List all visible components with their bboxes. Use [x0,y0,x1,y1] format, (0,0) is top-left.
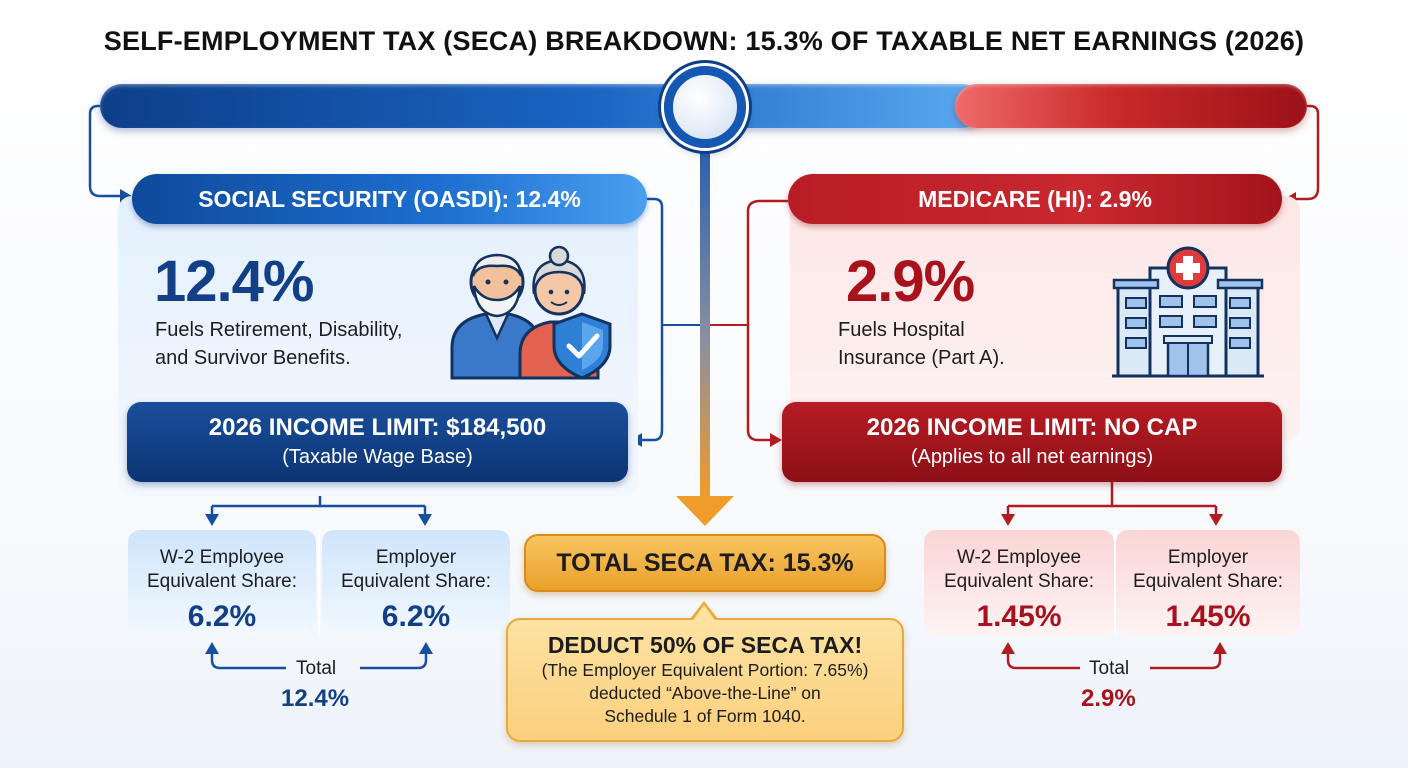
medicare-header: MEDICARE (HI): 2.9% [788,174,1282,224]
medicare-income-limit: 2026 INCOME LIMIT: NO CAP (Applies to al… [782,402,1282,482]
center-hub [664,66,746,148]
description-line: Insurance (Part A). [838,347,1005,369]
medicare-employee-share-card: W-2 Employee Equivalent Share: 1.45% [924,530,1114,636]
share-label: Employer Equivalent Share: [341,547,491,592]
arrow-head [1001,514,1015,526]
ss-employee-share-card: W-2 Employee Equivalent Share: 6.2% [128,530,316,636]
top-bar-red-segment [955,84,1307,128]
center-arrow-shaft [700,146,710,498]
arrow-head [1213,642,1227,654]
social-security-income-limit: 2026 INCOME LIMIT: $184,500 (Taxable Wag… [127,402,628,482]
ss-employer-share-card: Employer Equivalent Share: 6.2% [322,530,510,636]
share-value: 1.45% [976,600,1062,633]
medicare-total-value: 2.9% [1081,685,1136,712]
arrow-head [1209,514,1223,526]
ss-total-label: Total [296,658,337,679]
arrow-head [1001,642,1015,654]
divider [318,530,320,636]
income-limit-title: 2026 INCOME LIMIT: NO CAP [866,414,1198,441]
medicare-total-label: Total [1089,658,1130,679]
deduction-line: deducted “Above-the-Line” on [589,683,821,703]
arrow-head [205,514,219,526]
share-label: Employer Equivalent Share: [1133,547,1283,592]
arrow-head [419,642,433,654]
page-title: SELF-EMPLOYMENT TAX (SECA) BREAKDOWN: 15… [103,26,1305,56]
arrow-head [770,433,782,447]
divider [1114,530,1116,636]
income-limit-subtitle: (Applies to all net earnings) [910,446,1154,468]
deduction-line: Schedule 1 of Form 1040. [604,706,806,726]
share-value: 1.45% [1165,600,1251,633]
seniors-shield-icon [450,245,612,380]
total-seca-tax-box: TOTAL SECA TAX: 15.3% [524,534,886,592]
connector-medicare-to-limit [746,199,788,442]
social-security-description: Fuels Retirement, Disability, and Surviv… [155,316,475,372]
arrow-head [418,514,432,526]
share-value: 6.2% [381,600,451,633]
medicare-employer-share-card: Employer Equivalent Share: 1.45% [1116,530,1300,636]
description-line: and Survivor Benefits. [155,347,351,369]
medicare-description: Fuels Hospital Insurance (Part A). [838,316,1078,372]
income-limit-title: 2026 INCOME LIMIT: $184,500 [208,414,547,441]
deduction-callout: DEDUCT 50% OF SECA TAX! (The Employer Eq… [506,618,904,742]
deduction-line: (The Employer Equivalent Portion: 7.65%) [541,660,869,680]
medicare-percent: 2.9% [846,249,975,314]
share-label: W-2 Employee Equivalent Share: [147,547,297,592]
deduction-title: DEDUCT 50% OF SECA TAX! [547,632,863,658]
connector-bar-to-medicare [1296,104,1320,201]
ss-total-value: 12.4% [281,685,350,712]
share-label: W-2 Employee Equivalent Share: [944,547,1094,592]
social-security-header: SOCIAL SECURITY (OASDI): 12.4% [132,174,647,224]
description-line: Fuels Hospital [838,319,965,341]
callout-pointer-fill [693,605,715,620]
arrow-head [205,642,219,654]
share-value: 6.2% [187,600,257,633]
social-security-percent: 12.4% [154,249,314,314]
connector-bar-to-ss [88,104,122,198]
connector-ss-to-limit [642,197,664,442]
description-line: Fuels Retirement, Disability, [155,319,403,341]
income-limit-subtitle: (Taxable Wage Base) [282,446,473,468]
top-bar-blue-segment [100,84,984,128]
hospital-icon [1112,246,1264,378]
center-arrow-head [676,496,734,526]
